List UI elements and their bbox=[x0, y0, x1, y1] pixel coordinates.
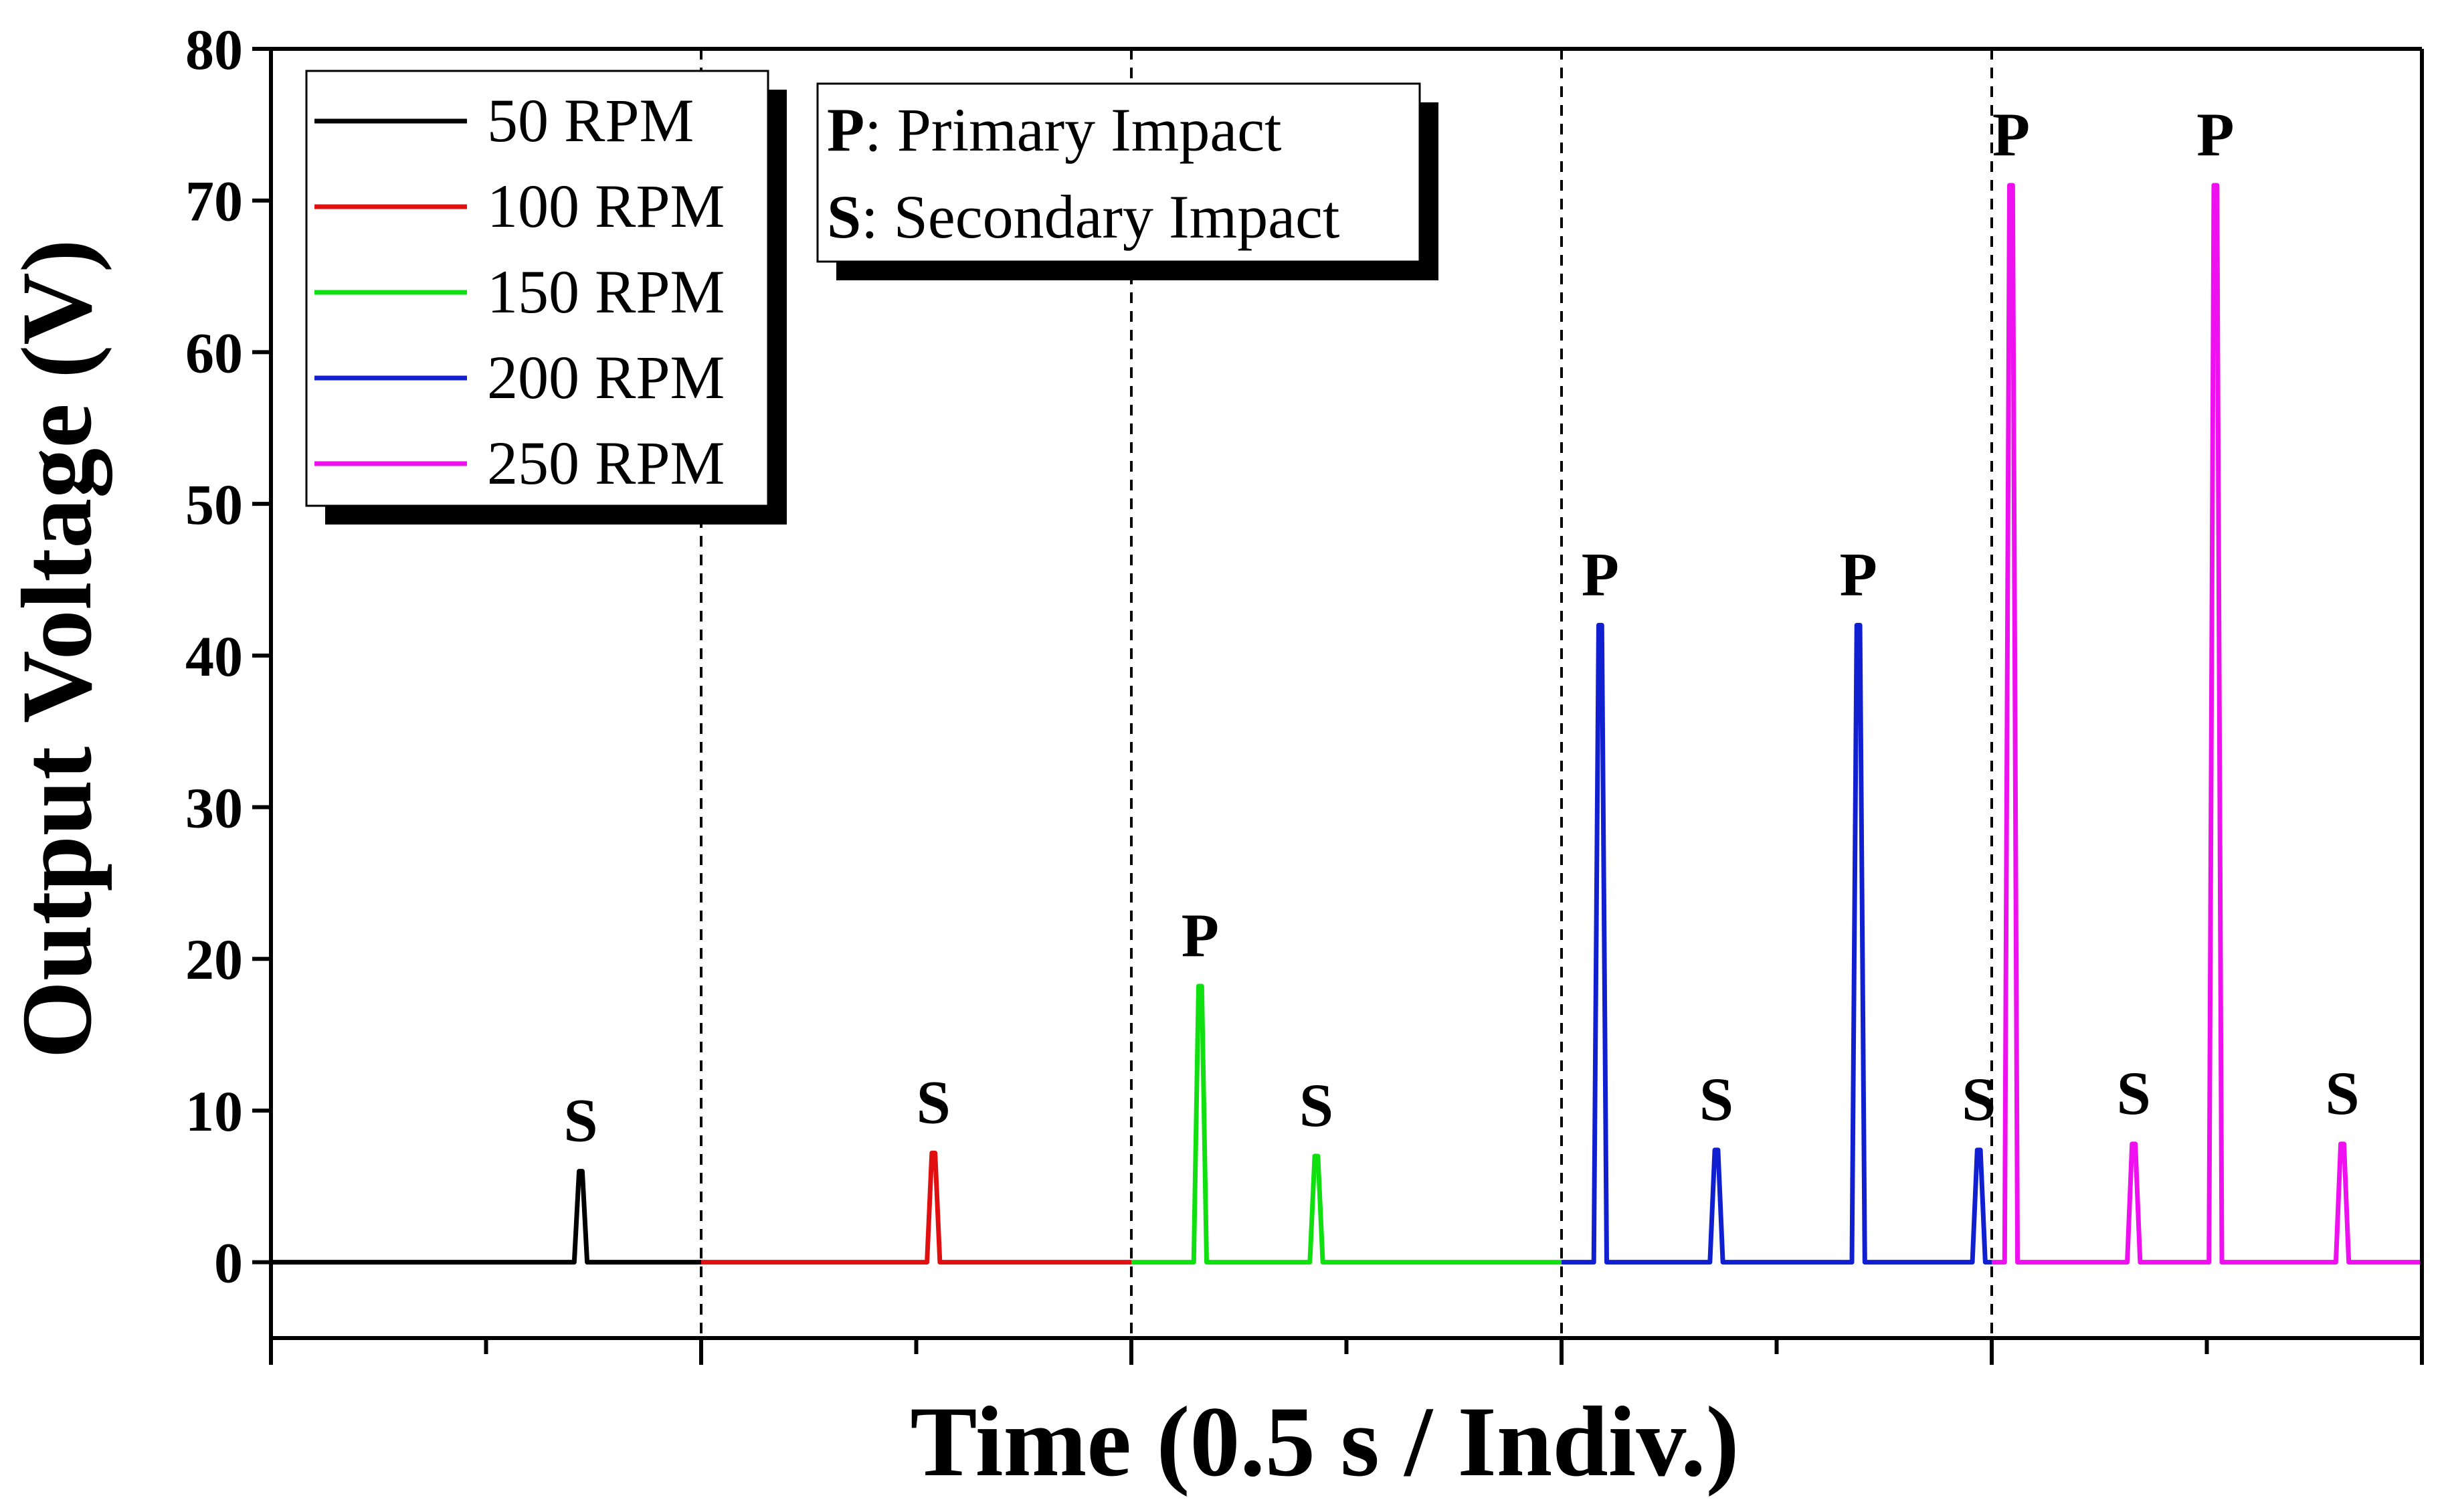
peak-label-4-2: P bbox=[2196, 100, 2234, 169]
legend-box bbox=[305, 70, 769, 507]
x-axis-title: Time (0.5 s / Indiv.) bbox=[910, 1386, 1739, 1497]
peak-label-4-0: P bbox=[1992, 100, 2030, 169]
peak-label-3-2: P bbox=[1840, 540, 1877, 608]
annotation-key-1: S bbox=[827, 183, 861, 251]
annotation-line-1: S: Secondary Impact bbox=[827, 183, 1340, 251]
annotation-text-0: : Primary Impact bbox=[864, 96, 1282, 164]
legend: 50 RPM 100 RPM 150 RPM 200 RPM 250 RPM bbox=[305, 70, 787, 525]
y-tick-label-3: 30 bbox=[185, 776, 243, 840]
y-tick-label-6: 60 bbox=[185, 320, 243, 385]
peak-label-0-0: S bbox=[563, 1086, 597, 1155]
y-tick-label-5: 50 bbox=[185, 472, 243, 537]
peak-label-2-1: S bbox=[1299, 1071, 1333, 1139]
peak-label-3-3: S bbox=[1962, 1065, 1996, 1133]
annotation-line-0: P: Primary Impact bbox=[827, 96, 1282, 164]
legend-label-1: 100 RPM bbox=[487, 172, 725, 240]
y-axis-title: Output Voltage (V) bbox=[1, 239, 112, 1058]
annotation-key-0: P bbox=[827, 96, 864, 164]
legend-label-0: 50 RPM bbox=[487, 86, 694, 155]
peak-label-1-0: S bbox=[917, 1068, 951, 1136]
y-tick-label-1: 10 bbox=[185, 1079, 243, 1143]
y-tick-label-4: 40 bbox=[185, 624, 243, 688]
peak-label-3-1: S bbox=[1699, 1065, 1733, 1133]
legend-label-4: 250 RPM bbox=[487, 429, 725, 497]
annotation-text-1: : Secondary Impact bbox=[861, 183, 1340, 251]
series-line-1 bbox=[701, 1150, 1131, 1265]
peak-label-3-0: P bbox=[1582, 540, 1619, 608]
peak-label-2-0: P bbox=[1182, 901, 1219, 969]
y-tick-label-0: 0 bbox=[214, 1231, 243, 1295]
y-tick-label-7: 70 bbox=[185, 169, 243, 233]
series-line-2 bbox=[1131, 983, 1562, 1265]
y-tick-label-8: 80 bbox=[185, 17, 243, 82]
series-lines bbox=[271, 183, 2422, 1265]
peak-label-4-3: S bbox=[2325, 1059, 2359, 1127]
peak-labels: S S P S P S P S P S P S bbox=[563, 100, 2359, 1155]
series-line-0 bbox=[271, 1169, 701, 1265]
series-line-3 bbox=[1562, 622, 1992, 1265]
legend-label-2: 150 RPM bbox=[487, 258, 725, 326]
axes: 0 10 20 30 40 50 60 70 80 bbox=[185, 17, 2424, 1365]
legend-label-3: 200 RPM bbox=[487, 343, 725, 411]
series-line-4 bbox=[1992, 183, 2422, 1265]
y-tick-label-2: 20 bbox=[185, 927, 243, 991]
annotation-box-frame bbox=[816, 82, 1421, 263]
peak-label-4-1: S bbox=[2117, 1059, 2151, 1127]
